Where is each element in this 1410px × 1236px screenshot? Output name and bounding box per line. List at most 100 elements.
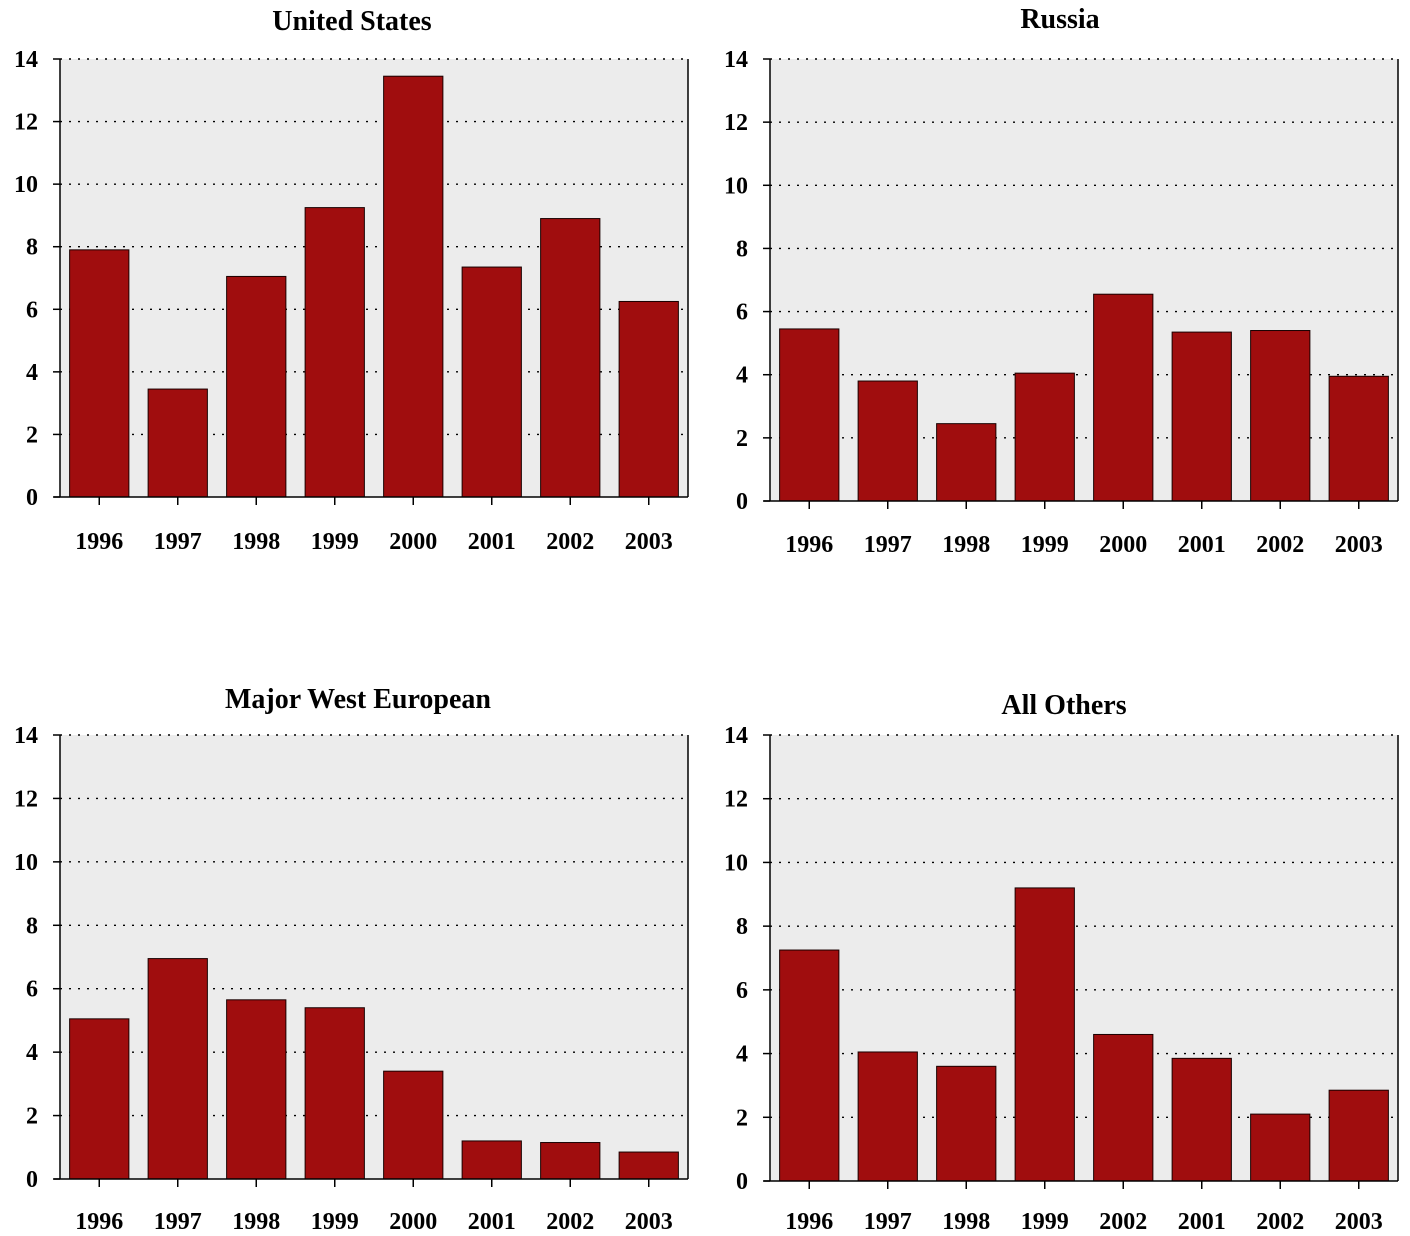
x-tick-label: 2001 [1178, 1209, 1226, 1235]
y-tick-label: 14 [724, 723, 748, 749]
bar-1999 [304, 207, 365, 498]
y-tick-label: 10 [724, 173, 748, 199]
bar-1997 [147, 388, 208, 498]
x-tick-label: 1998 [942, 1209, 990, 1235]
y-tick-label: 12 [724, 110, 748, 136]
x-tick-label: 2003 [1335, 1209, 1383, 1235]
x-tick-label: 1999 [311, 529, 359, 555]
y-tick-label: 12 [14, 110, 38, 136]
y-tick-label: 6 [26, 977, 38, 1003]
x-tick-label: 1998 [232, 1209, 280, 1235]
x-tick-label: 1996 [785, 1209, 833, 1235]
bar-1998 [936, 423, 997, 502]
y-tick-label: 8 [26, 235, 38, 261]
bar-2002 [1093, 1033, 1154, 1182]
y-tick-label: 12 [724, 787, 748, 813]
x-tick-label: 1999 [1021, 1209, 1069, 1235]
bar-1998 [936, 1065, 997, 1182]
bar-2002 [1250, 1113, 1311, 1182]
panel-all-others: All Others 0 2 4 6 8 10 12 14 1996 1997 1998 1999 20… [724, 690, 1399, 1235]
x-tick-label: 2003 [625, 1209, 673, 1235]
x-tick-label: 2001 [468, 1209, 516, 1235]
bar-2001 [461, 266, 522, 498]
x-tick-label: 1996 [75, 529, 123, 555]
y-tick-label: 2 [26, 422, 38, 448]
y-tick-label: 4 [736, 363, 748, 389]
bar-2003 [618, 1151, 679, 1180]
bar-1999 [1014, 372, 1075, 502]
x-tick-label: 2000 [389, 529, 437, 555]
bar-1997 [857, 1051, 918, 1182]
y-tick-label: 0 [736, 489, 748, 515]
x-tick-label: 1997 [864, 532, 912, 558]
x-tick-label: 2003 [1335, 532, 1383, 558]
x-tick-label: 1997 [864, 1209, 912, 1235]
y-tick-label: 14 [724, 47, 748, 73]
x-tick-label: 2002 [1256, 532, 1304, 558]
y-tick-label: 6 [26, 297, 38, 323]
bar-2000 [383, 75, 444, 498]
bar-2003 [618, 300, 679, 498]
bar-2002 [540, 218, 601, 498]
y-tick-label: 10 [14, 850, 38, 876]
x-tick-label: 2001 [1178, 532, 1226, 558]
bar-1997 [857, 380, 918, 502]
y-tick-label: 8 [26, 913, 38, 939]
x-tick-label: 1997 [154, 1209, 202, 1235]
x-tick-label: 2002 [546, 1209, 594, 1235]
bar-1996 [69, 249, 130, 498]
bar-2003 [1328, 1089, 1389, 1182]
y-tick-label: 2 [736, 426, 748, 452]
y-tick-label: 8 [736, 914, 748, 940]
y-tick-label: 6 [736, 978, 748, 1004]
chart-title: United States [272, 6, 432, 37]
bar-2003 [1328, 375, 1389, 502]
y-tick-label: 6 [736, 300, 748, 326]
panel-major-west-european: Major West European 0 2 4 6 8 10 12 14 1996 1997 1… [14, 684, 689, 1235]
y-tick-label: 0 [736, 1169, 748, 1195]
y-tick-label: 4 [26, 1040, 38, 1066]
bar-1998 [226, 999, 287, 1180]
y-tick-label: 10 [14, 172, 38, 198]
bar-2000 [1093, 293, 1154, 502]
x-tick-label: 2002 [1099, 1209, 1147, 1235]
bar-1999 [1014, 887, 1075, 1182]
x-tick-label: 2002 [546, 529, 594, 555]
x-tick-label: 1999 [1021, 532, 1069, 558]
y-tick-label: 12 [14, 786, 38, 812]
y-tick-label: 4 [26, 360, 38, 386]
x-tick-label: 1997 [154, 529, 202, 555]
panel-russia: Russia 0 2 4 6 8 10 12 14 1996 1997 1998 1999 2000 20… [724, 4, 1399, 558]
x-tick-label: 1998 [942, 532, 990, 558]
bar-1996 [779, 949, 840, 1182]
bar-2000 [383, 1070, 444, 1180]
chart-title: All Others [1001, 690, 1126, 721]
y-tick-label: 2 [736, 1105, 748, 1131]
x-tick-label: 2001 [468, 529, 516, 555]
bar-1996 [779, 328, 840, 502]
y-tick-label: 0 [26, 485, 38, 511]
y-tick-label: 10 [724, 850, 748, 876]
panel-united-states: United States 0 2 4 6 8 10 12 14 1996 1997 1998 199… [14, 6, 689, 555]
bar-1998 [226, 275, 287, 498]
y-tick-label: 2 [26, 1104, 38, 1130]
bar-2002 [540, 1142, 601, 1180]
y-tick-label: 14 [14, 47, 38, 73]
x-tick-label: 1996 [785, 532, 833, 558]
x-tick-label: 2000 [389, 1209, 437, 1235]
y-tick-label: 8 [736, 236, 748, 262]
x-tick-label: 2002 [1256, 1209, 1304, 1235]
chart-title: Major West European [225, 684, 491, 715]
x-tick-label: 1998 [232, 529, 280, 555]
y-tick-label: 4 [736, 1042, 748, 1068]
bar-1997 [147, 958, 208, 1180]
x-tick-label: 2003 [625, 529, 673, 555]
x-tick-label: 1996 [75, 1209, 123, 1235]
bar-1996 [69, 1018, 130, 1180]
y-tick-label: 0 [26, 1167, 38, 1193]
bar-2001 [1171, 331, 1232, 502]
x-tick-label: 1999 [311, 1209, 359, 1235]
bar-1999 [304, 1007, 365, 1180]
bar-2001 [461, 1140, 522, 1180]
